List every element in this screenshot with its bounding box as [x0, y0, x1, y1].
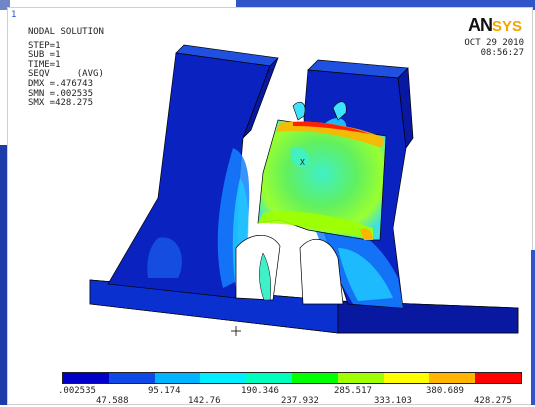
logo-sys: SYS	[491, 18, 522, 35]
ansys-logo: ANSYS	[468, 15, 522, 36]
legend-label-bottom-1: 47.588	[96, 396, 129, 405]
smn-label: SMN =.002535	[28, 88, 94, 99]
seqv-label: SEQV (AVG)	[28, 69, 104, 80]
window-title-bar	[236, 0, 535, 10]
legend-label-bottom-5: 428.275	[474, 396, 512, 405]
smx-label: SMX =428.275	[28, 98, 94, 109]
right-window-edge	[531, 250, 535, 405]
legend-label-top-4: 285.517	[334, 386, 372, 396]
window-corner-accent	[0, 0, 10, 10]
left-window-edge	[0, 145, 7, 405]
legend-segment-9	[429, 373, 476, 383]
legend-label-top-5: 380.689	[426, 386, 464, 396]
dmx-label: DMX =.476743	[28, 78, 94, 89]
solution-info-block: NODAL SOLUTION STEP=1 SUB =1 TIME=1 SEQV…	[28, 27, 104, 109]
timestamp: OCT 29 2010 08:56:27	[464, 38, 524, 58]
legend-segment-5	[246, 373, 292, 383]
date-label: OCT 29 2010	[464, 38, 524, 48]
step-label: STEP=1	[28, 40, 61, 51]
legend-label-top-2: 95.174	[148, 386, 181, 396]
legend-segment-2	[108, 373, 155, 383]
legend-segment-1	[63, 373, 109, 383]
legend-segment-3	[154, 373, 201, 383]
model-axis-x-label: X	[300, 158, 305, 167]
legend-label-top-3: 190.346	[241, 386, 279, 396]
legend-segment-6	[291, 373, 338, 383]
window-number: 1	[11, 10, 17, 20]
sub-label: SUB =1	[28, 50, 61, 61]
legend-ticks: .002535 95.174 190.346 285.517 380.689 4…	[8, 386, 532, 405]
time-label: 08:56:27	[480, 48, 524, 58]
center-plate	[257, 119, 387, 241]
solution-title: NODAL SOLUTION	[28, 27, 104, 37]
fea-model: X	[89, 44, 519, 336]
legend-segment-8	[383, 373, 430, 383]
legend-label-bottom-4: 333.103	[374, 396, 412, 405]
time-label: TIME=1	[28, 59, 61, 70]
graphics-viewport[interactable]: 1 NODAL SOLUTION STEP=1 SUB =1 TIME=1 SE…	[7, 7, 533, 405]
legend-label-bottom-3: 237.932	[281, 396, 319, 405]
logo-an: AN	[467, 15, 493, 35]
contour-legend-bar	[62, 372, 522, 384]
legend-segment-4	[200, 373, 247, 383]
legend-segment-7	[337, 373, 384, 383]
legend-label-top-1: .002535	[58, 386, 96, 396]
legend-label-bottom-2: 142.76	[188, 396, 221, 405]
legend-segment-10	[475, 373, 521, 383]
